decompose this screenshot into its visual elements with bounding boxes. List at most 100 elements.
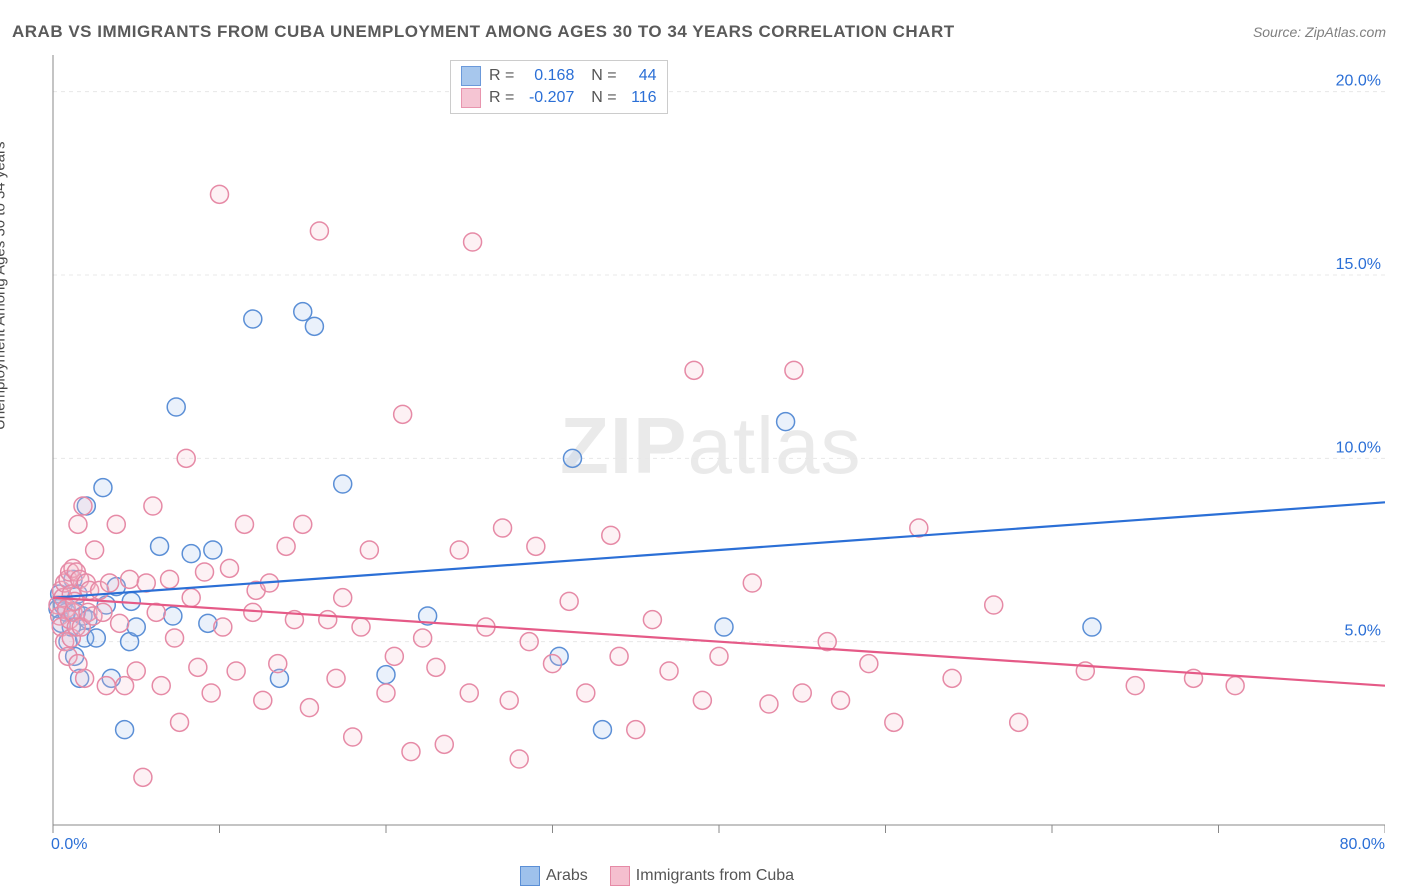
data-point [305, 317, 323, 335]
data-point [167, 398, 185, 416]
data-point [943, 669, 961, 687]
data-point [151, 537, 169, 555]
data-point [435, 735, 453, 753]
stat-n-value: 116 [625, 89, 657, 107]
chart-source: Source: ZipAtlas.com [1253, 24, 1386, 40]
data-point [101, 574, 119, 592]
data-point [385, 647, 403, 665]
data-point [227, 662, 245, 680]
data-point [127, 618, 145, 636]
data-point [211, 185, 229, 203]
data-point [520, 633, 538, 651]
data-point [300, 699, 318, 717]
data-point [166, 629, 184, 647]
data-point [254, 691, 272, 709]
stat-n-label: N = [582, 89, 616, 107]
data-point [214, 618, 232, 636]
trend-line [53, 598, 1385, 686]
trend-line [53, 502, 1385, 597]
data-point [715, 618, 733, 636]
data-point [860, 655, 878, 673]
data-point [116, 721, 134, 739]
data-point [1126, 677, 1144, 695]
x-axis-label: 80.0% [1340, 836, 1385, 850]
data-point [577, 684, 595, 702]
data-point [464, 233, 482, 251]
data-point [777, 413, 795, 431]
stat-r-value: -0.207 [522, 89, 574, 107]
y-axis-label: 15.0% [1336, 256, 1381, 273]
data-point [196, 563, 214, 581]
data-point [144, 497, 162, 515]
data-point [111, 614, 129, 632]
data-point [544, 655, 562, 673]
data-point [352, 618, 370, 636]
data-point [693, 691, 711, 709]
data-point [563, 449, 581, 467]
data-point [377, 666, 395, 684]
legend-swatch [461, 88, 481, 108]
data-point [294, 303, 312, 321]
data-point [171, 713, 189, 731]
y-axis-label: 5.0% [1345, 623, 1381, 640]
data-point [204, 541, 222, 559]
data-point [627, 721, 645, 739]
legend-label: Arabs [546, 867, 588, 885]
data-point [202, 684, 220, 702]
data-point [94, 479, 112, 497]
data-point [94, 603, 112, 621]
y-axis-label: 10.0% [1336, 439, 1381, 456]
data-point [743, 574, 761, 592]
stats-row: R = 0.168 N = 44 [461, 65, 657, 87]
data-point [107, 515, 125, 533]
data-point [235, 515, 253, 533]
data-point [87, 629, 105, 647]
data-point [450, 541, 468, 559]
data-point [685, 361, 703, 379]
stat-r-label: R = [489, 89, 514, 107]
data-point [121, 570, 139, 588]
y-axis-label: Unemployment Among Ages 30 to 34 years [0, 141, 9, 430]
data-point [560, 592, 578, 610]
data-point [127, 662, 145, 680]
data-point [1010, 713, 1028, 731]
legend-item: Immigrants from Cuba [610, 866, 794, 886]
data-point [460, 684, 478, 702]
stat-r-label: R = [489, 67, 514, 85]
data-point [660, 662, 678, 680]
data-point [134, 768, 152, 786]
chart-title: ARAB VS IMMIGRANTS FROM CUBA UNEMPLOYMEN… [12, 22, 955, 42]
data-point [360, 541, 378, 559]
data-point [643, 611, 661, 629]
data-point [152, 677, 170, 695]
data-point [394, 405, 412, 423]
y-axis-label: 20.0% [1336, 73, 1381, 90]
stat-n-value: 44 [625, 67, 657, 85]
data-point [785, 361, 803, 379]
data-point [500, 691, 518, 709]
legend-label: Immigrants from Cuba [636, 867, 794, 885]
legend-swatch [610, 866, 630, 886]
data-point [414, 629, 432, 647]
data-point [1226, 677, 1244, 695]
data-point [334, 589, 352, 607]
stat-n-label: N = [582, 67, 616, 85]
data-point [402, 743, 420, 761]
data-point [74, 497, 92, 515]
data-point [220, 559, 238, 577]
data-point [327, 669, 345, 687]
data-point [116, 677, 134, 695]
data-point [164, 607, 182, 625]
data-point [294, 515, 312, 533]
data-point [244, 310, 262, 328]
stat-r-value: 0.168 [522, 67, 574, 85]
data-point [832, 691, 850, 709]
data-point [885, 713, 903, 731]
legend-swatch [520, 866, 540, 886]
data-point [269, 655, 287, 673]
data-point [182, 545, 200, 563]
data-point [97, 677, 115, 695]
legend-swatch [461, 66, 481, 86]
legend-item: Arabs [520, 866, 588, 886]
data-point [593, 721, 611, 739]
